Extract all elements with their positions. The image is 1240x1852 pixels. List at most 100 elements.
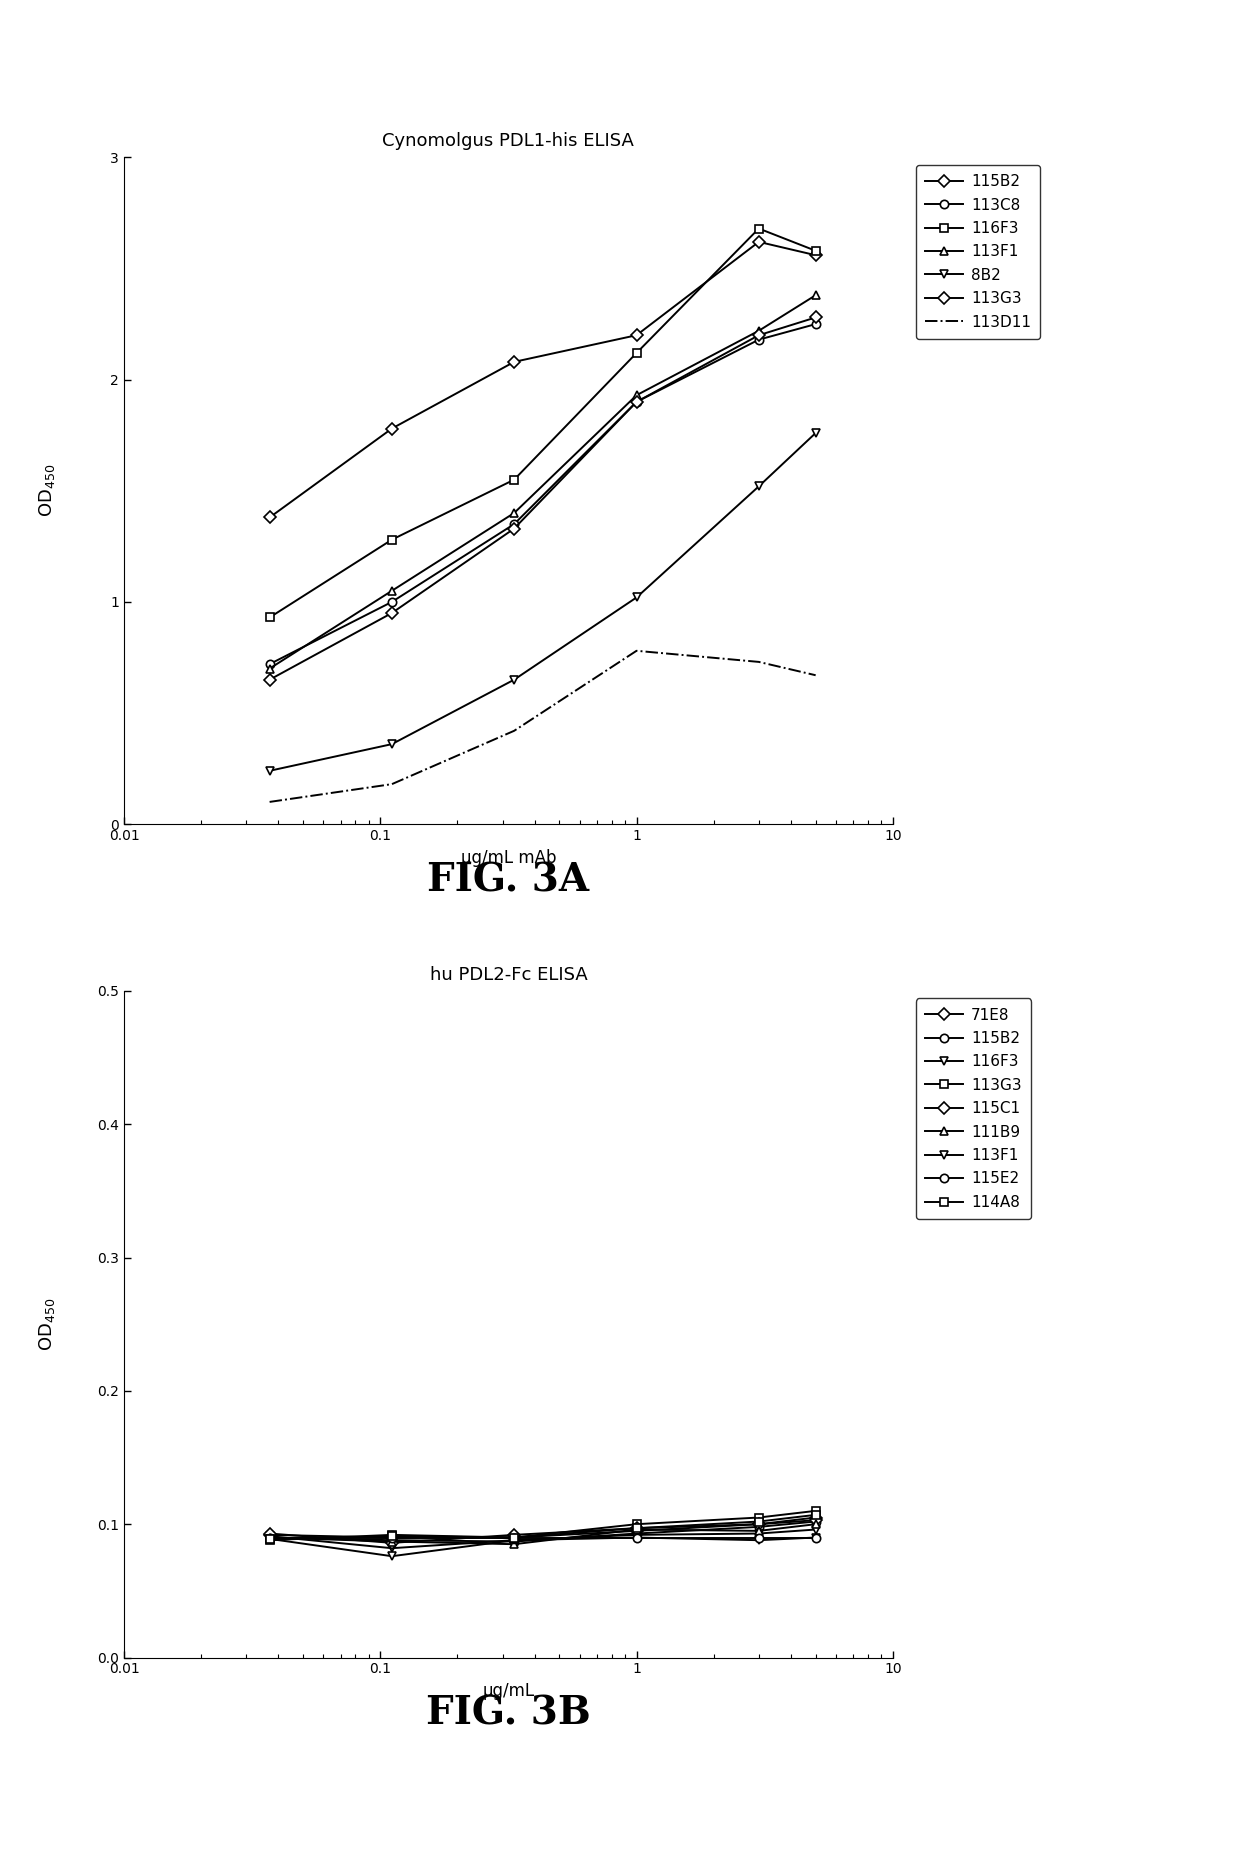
- Line: 113C8: 113C8: [265, 320, 820, 669]
- 115E2: [262, 1526, 277, 1548]
- Legend: 115B2, 113C8, 116F3, 113F1, 8B2, 113G3, 113D11: 115B2, 113C8, 116F3, 113F1, 8B2, 113G3, …: [916, 165, 1040, 339]
- 116F3: [384, 1537, 399, 1559]
- 115B2: [751, 1515, 766, 1537]
- 71E8: [808, 1506, 823, 1528]
- Line: 116F3: 116F3: [265, 1526, 820, 1552]
- 116F3: [262, 606, 277, 628]
- 113D11: [629, 639, 644, 661]
- 113D11: [751, 650, 766, 672]
- 115B2: [507, 350, 522, 372]
- 114A8: [808, 1504, 823, 1526]
- 115B2: [808, 244, 823, 267]
- Line: 115B2: 115B2: [265, 1517, 820, 1546]
- 111B9: [629, 1519, 644, 1541]
- Line: 115E2: 115E2: [265, 1533, 820, 1541]
- 111B9: [262, 1526, 277, 1548]
- 113F1: [629, 383, 644, 406]
- 116F3: [507, 1530, 522, 1552]
- 115B2: [384, 1530, 399, 1552]
- 116F3: [751, 1522, 766, 1545]
- 115B2: [808, 1511, 823, 1533]
- 113G3: [262, 1530, 277, 1552]
- 114A8: [751, 1511, 766, 1533]
- 113G3: [808, 1500, 823, 1522]
- 115E2: [629, 1526, 644, 1548]
- 113F1: [808, 1526, 823, 1548]
- Text: FIG. 3A: FIG. 3A: [428, 861, 589, 900]
- Line: 8B2: 8B2: [265, 430, 820, 774]
- 113F1: [507, 502, 522, 524]
- 113C8: [507, 513, 522, 535]
- 8B2: [808, 422, 823, 444]
- 114A8: [262, 1528, 277, 1550]
- 113F1: [751, 320, 766, 343]
- 115B2: [751, 232, 766, 254]
- Line: 113D11: 113D11: [269, 650, 816, 802]
- 116F3: [507, 469, 522, 491]
- 113C8: [629, 391, 644, 413]
- 116F3: [629, 1524, 644, 1546]
- 71E8: [507, 1526, 522, 1548]
- 71E8: [751, 1513, 766, 1535]
- 113C8: [262, 654, 277, 676]
- Text: FIG. 3B: FIG. 3B: [427, 1695, 590, 1733]
- Legend: 71E8, 115B2, 116F3, 113G3, 115C1, 111B9, 113F1, 115E2, 114A8: 71E8, 115B2, 116F3, 113G3, 115C1, 111B9,…: [916, 998, 1030, 1219]
- 114A8: [384, 1524, 399, 1546]
- 111B9: [808, 1513, 823, 1535]
- 113C8: [751, 328, 766, 350]
- 115B2: [262, 506, 277, 528]
- 111B9: [751, 1520, 766, 1543]
- 113F1: [262, 657, 277, 680]
- X-axis label: μg/mL mAb: μg/mL mAb: [460, 848, 557, 867]
- 113F1: [751, 1530, 766, 1552]
- 113F1: [507, 1530, 522, 1552]
- 115E2: [808, 1526, 823, 1548]
- Line: 115B2: 115B2: [265, 237, 820, 522]
- 115B2: [629, 324, 644, 346]
- 71E8: [629, 1520, 644, 1543]
- 115E2: [384, 1526, 399, 1548]
- Text: OD$_{450}$: OD$_{450}$: [37, 1298, 57, 1350]
- 8B2: [751, 476, 766, 498]
- Line: 113G3: 113G3: [265, 1508, 820, 1545]
- 115C1: [751, 1513, 766, 1535]
- 113F1: [808, 283, 823, 306]
- 113D11: [808, 665, 823, 687]
- 71E8: [262, 1524, 277, 1546]
- 8B2: [629, 587, 644, 609]
- 113G3: [629, 391, 644, 413]
- 113D11: [262, 791, 277, 813]
- Line: 114A8: 114A8: [265, 1511, 820, 1543]
- 115E2: [751, 1526, 766, 1548]
- 113F1: [629, 1526, 644, 1548]
- Text: OD$_{450}$: OD$_{450}$: [37, 465, 57, 517]
- 115C1: [384, 1532, 399, 1554]
- 115B2: [262, 1526, 277, 1548]
- 71E8: [384, 1526, 399, 1548]
- 115C1: [507, 1524, 522, 1546]
- Line: 113G3: 113G3: [265, 313, 820, 683]
- Line: 116F3: 116F3: [265, 224, 820, 622]
- Title: hu PDL2-Fc ELISA: hu PDL2-Fc ELISA: [429, 965, 588, 983]
- 113C8: [808, 313, 823, 335]
- 115B2: [507, 1530, 522, 1552]
- 115C1: [262, 1522, 277, 1545]
- Line: 113F1: 113F1: [265, 291, 820, 672]
- 113D11: [384, 772, 399, 795]
- 116F3: [629, 343, 644, 365]
- 113G3: [507, 1526, 522, 1548]
- 113D11: [507, 720, 522, 743]
- 116F3: [808, 239, 823, 261]
- Line: 111B9: 111B9: [265, 1520, 820, 1548]
- X-axis label: μg/mL: μg/mL: [482, 1682, 534, 1700]
- Line: 115C1: 115C1: [265, 1517, 820, 1546]
- 113G3: [629, 1513, 644, 1535]
- 113G3: [751, 1506, 766, 1528]
- 8B2: [262, 759, 277, 782]
- 114A8: [507, 1526, 522, 1548]
- 113C8: [384, 591, 399, 613]
- 113F1: [384, 580, 399, 602]
- 8B2: [507, 669, 522, 691]
- 115B2: [629, 1522, 644, 1545]
- 115C1: [808, 1509, 823, 1532]
